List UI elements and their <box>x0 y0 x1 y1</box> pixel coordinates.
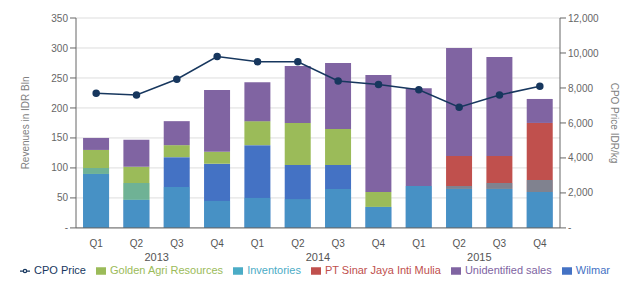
svg-text:Q1: Q1 <box>89 238 103 249</box>
svg-text:4,000: 4,000 <box>568 152 593 163</box>
svg-text:Q1: Q1 <box>412 238 426 249</box>
svg-text:2014: 2014 <box>306 251 330 263</box>
svg-text:300: 300 <box>51 43 68 54</box>
svg-text:100: 100 <box>51 162 68 173</box>
svg-text:12,000: 12,000 <box>568 13 599 24</box>
svg-text:Q1: Q1 <box>251 238 265 249</box>
svg-text:-: - <box>568 222 571 233</box>
html-text:Inventories: Inventories <box>247 263 301 276</box>
svg-text:Q3: Q3 <box>170 238 184 249</box>
html-text:Wilmar: Wilmar <box>575 263 610 276</box>
svg-text:Q2: Q2 <box>452 238 466 249</box>
svg-text:-: - <box>65 222 68 233</box>
svg-text:Q3: Q3 <box>493 238 507 249</box>
svg-text:250: 250 <box>51 73 68 84</box>
svg-text:Q3: Q3 <box>331 238 345 249</box>
svg-text:Revenues in IDR Bln: Revenues in IDR Bln <box>20 77 31 170</box>
svg-text:150: 150 <box>51 132 68 143</box>
svg-text:2015: 2015 <box>467 251 491 263</box>
svg-text:10,000: 10,000 <box>568 48 599 59</box>
svg-text:50: 50 <box>57 192 69 203</box>
svg-text:2,000: 2,000 <box>568 187 593 198</box>
svg-text:2013: 2013 <box>144 251 168 263</box>
html-text:PT Sinar Jaya Inti Mulia: PT Sinar Jaya Inti Mulia <box>324 263 441 276</box>
svg-text:Q2: Q2 <box>130 238 144 249</box>
svg-text:6,000: 6,000 <box>568 118 593 129</box>
html-text:CPO Price: CPO Price <box>34 263 86 276</box>
svg-text:8,000: 8,000 <box>568 83 593 94</box>
svg-text:350: 350 <box>51 13 68 24</box>
svg-text:200: 200 <box>51 103 68 114</box>
svg-text:Q4: Q4 <box>372 238 386 249</box>
svg-text:CPO Price IDR/kg: CPO Price IDR/kg <box>609 83 620 164</box>
svg-text:Q4: Q4 <box>210 238 224 249</box>
html-text:Unidentified sales: Unidentified sales <box>464 263 552 276</box>
svg-text:Q4: Q4 <box>533 238 547 249</box>
html-text:Golden Agri Resources: Golden Agri Resources <box>110 263 224 276</box>
svg-text:Q2: Q2 <box>291 238 305 249</box>
